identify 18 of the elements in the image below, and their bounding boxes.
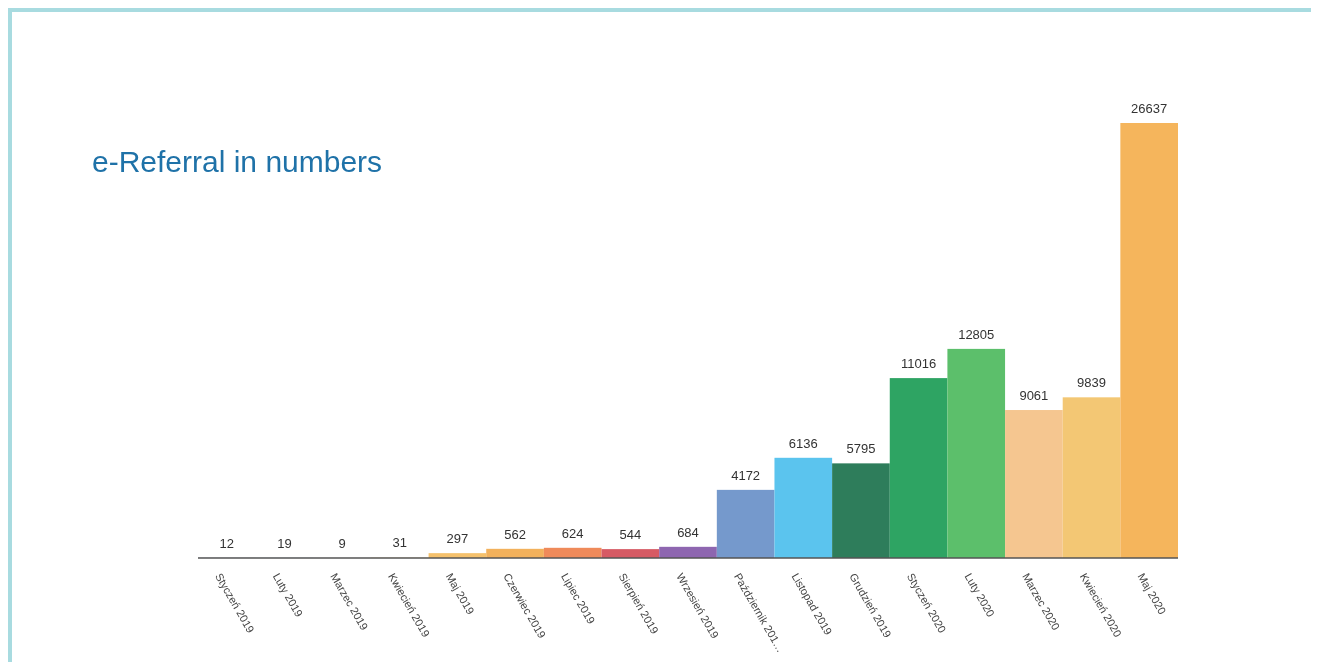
data-label: 297 [446, 531, 469, 547]
data-label: 624 [561, 525, 584, 541]
data-label: 19 [277, 535, 292, 551]
data-label: 4172 [731, 467, 761, 483]
data-label: 26637 [1131, 101, 1168, 116]
data-label: 562 [504, 526, 526, 542]
data-label: 9839 [1077, 375, 1106, 391]
data-label: 684 [677, 524, 699, 540]
text: e-Referral in numbers [92, 145, 383, 178]
data-label: 9061 [1019, 388, 1049, 404]
data-label: 12 [219, 535, 235, 551]
data-label: 12805 [958, 326, 995, 342]
data-label: 11016 [900, 356, 937, 372]
data-label: 6136 [788, 435, 818, 451]
data-label: 5795 [846, 441, 876, 457]
data-label: 31 [392, 535, 407, 551]
data-label: 9 [338, 535, 346, 551]
data-label: 544 [619, 527, 642, 543]
